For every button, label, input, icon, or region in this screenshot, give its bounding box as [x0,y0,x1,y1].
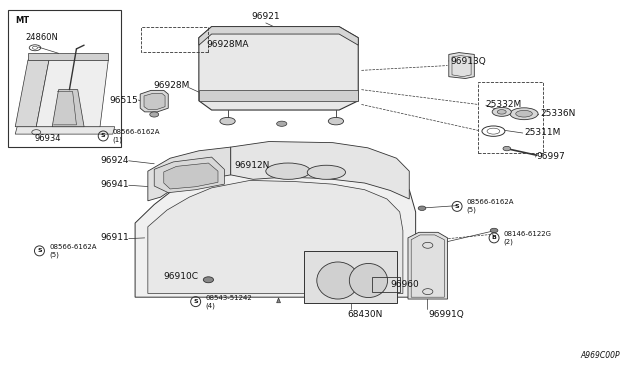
Ellipse shape [328,118,344,125]
Text: 96921: 96921 [252,12,280,21]
Text: MT: MT [15,16,29,25]
Ellipse shape [349,263,388,298]
Text: 96928MA: 96928MA [206,40,249,49]
Polygon shape [140,90,168,112]
Text: A969C00P: A969C00P [580,351,620,360]
Text: 96515: 96515 [109,96,138,105]
Polygon shape [148,180,403,294]
Polygon shape [28,52,108,60]
Text: 96912N: 96912N [234,161,269,170]
Polygon shape [144,93,165,109]
Ellipse shape [492,108,511,116]
Text: 96934: 96934 [35,134,61,142]
Text: 08566-6162A
(5): 08566-6162A (5) [467,199,514,214]
Text: 68430N: 68430N [347,310,382,319]
Polygon shape [449,52,474,78]
Text: 96991Q: 96991Q [428,310,464,319]
Text: 08566-6162A
(5): 08566-6162A (5) [49,244,97,258]
Text: 96960: 96960 [390,280,419,289]
Polygon shape [199,90,358,101]
Ellipse shape [490,228,498,233]
Ellipse shape [266,163,310,179]
Ellipse shape [516,110,532,117]
Ellipse shape [317,262,359,299]
Text: 96913Q: 96913Q [451,57,486,66]
Text: 96941: 96941 [100,180,129,189]
Text: S: S [193,299,198,304]
Polygon shape [15,127,115,134]
Text: 25311M: 25311M [524,128,561,137]
Text: B: B [492,235,497,240]
Text: S: S [455,204,460,209]
Ellipse shape [497,110,506,114]
Polygon shape [135,160,415,297]
Polygon shape [148,147,231,201]
Bar [372,277,400,292]
Polygon shape [52,90,84,127]
Ellipse shape [510,108,538,120]
Polygon shape [164,163,218,189]
Text: 25332M: 25332M [486,100,522,109]
Ellipse shape [307,165,346,179]
Polygon shape [408,232,447,299]
Ellipse shape [276,121,287,126]
Polygon shape [36,60,108,127]
Ellipse shape [204,277,214,283]
Text: S: S [101,134,106,138]
Text: 96910C: 96910C [164,272,199,281]
Text: 08566-6162A
(1): 08566-6162A (1) [113,129,160,143]
Text: 96928M: 96928M [153,81,189,90]
Bar [141,27,209,52]
Polygon shape [276,298,280,303]
Polygon shape [15,60,49,127]
Polygon shape [199,27,358,110]
Polygon shape [304,251,397,303]
Ellipse shape [503,146,511,151]
Bar [8,10,121,147]
Bar [478,82,543,153]
Text: 24860N: 24860N [26,33,58,42]
Text: 25336N: 25336N [540,109,575,118]
Text: 08146-6122G
(2): 08146-6122G (2) [504,231,552,245]
Text: 96997: 96997 [537,152,566,161]
Text: 96924: 96924 [100,155,129,164]
Text: 96911: 96911 [100,233,129,243]
Ellipse shape [220,118,235,125]
Polygon shape [231,141,409,199]
Text: S: S [37,248,42,253]
Text: 08543-51242
(4): 08543-51242 (4) [205,295,252,309]
Polygon shape [199,27,358,45]
Ellipse shape [150,112,159,117]
Ellipse shape [418,206,426,211]
Polygon shape [154,157,225,193]
